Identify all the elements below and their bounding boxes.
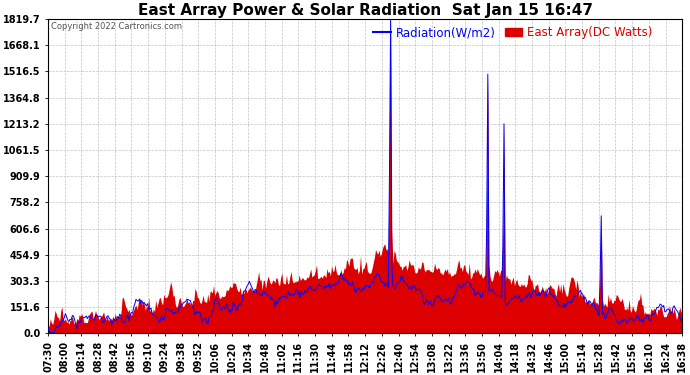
Title: East Array Power & Solar Radiation  Sat Jan 15 16:47: East Array Power & Solar Radiation Sat J… [137,3,593,18]
Text: Copyright 2022 Cartronics.com: Copyright 2022 Cartronics.com [51,22,182,31]
Legend: Radiation(W/m2), East Array(DC Watts): Radiation(W/m2), East Array(DC Watts) [368,22,658,44]
